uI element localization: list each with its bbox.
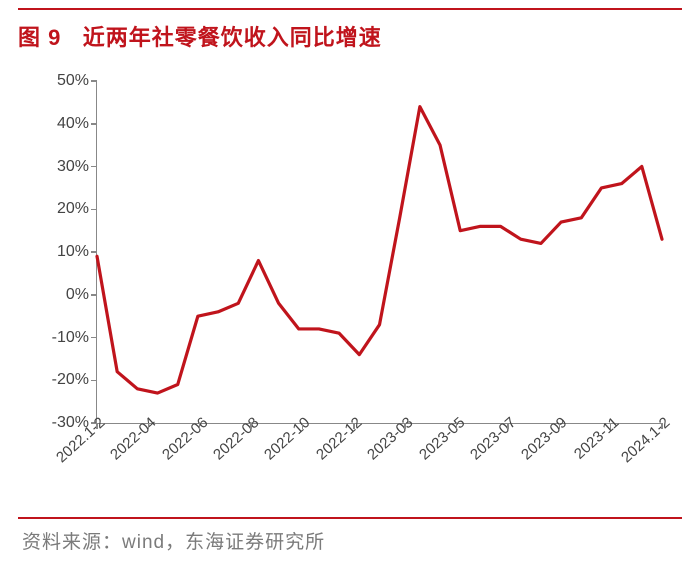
x-axis-tick-mark bbox=[302, 423, 304, 429]
x-axis-tick-mark bbox=[250, 423, 252, 429]
y-axis-tick-label: 50% bbox=[37, 72, 89, 90]
y-axis-tick-mark bbox=[91, 209, 97, 211]
y-axis-tick-label: -20% bbox=[37, 371, 89, 389]
y-axis-tick-label: 20% bbox=[37, 200, 89, 218]
x-axis-tick-mark bbox=[507, 423, 509, 429]
y-axis-tick-mark bbox=[91, 80, 97, 82]
y-axis-tick-label: 10% bbox=[37, 243, 89, 261]
y-axis-tick-mark bbox=[91, 380, 97, 382]
y-axis-tick-mark bbox=[91, 294, 97, 296]
line-series bbox=[97, 81, 662, 423]
y-axis-tick-mark bbox=[91, 337, 97, 339]
figure-caption: 近两年社零餐饮收入同比增速 bbox=[83, 25, 382, 50]
x-axis-tick-mark bbox=[610, 423, 612, 429]
data-line bbox=[97, 107, 662, 393]
source-text: 资料来源：wind，东海证券研究所 bbox=[22, 532, 325, 553]
y-axis-tick-label: 30% bbox=[37, 158, 89, 176]
y-axis-tick-mark bbox=[91, 166, 97, 168]
y-axis-tick-label: -10% bbox=[37, 329, 89, 347]
figure-footer: 资料来源：wind，东海证券研究所 bbox=[18, 517, 682, 558]
y-axis-tick-label: 0% bbox=[37, 286, 89, 304]
x-axis-tick-mark bbox=[199, 423, 201, 429]
x-axis-tick-mark bbox=[353, 423, 355, 429]
chart-region: -30%-20%-10%0%10%20%30%40%50%2022.1-2202… bbox=[18, 58, 682, 517]
x-axis-tick-mark bbox=[96, 423, 98, 429]
y-axis-tick-mark bbox=[91, 251, 97, 253]
x-axis-tick-mark bbox=[456, 423, 458, 429]
x-axis-tick-mark bbox=[404, 423, 406, 429]
figure-container: 图 9 近两年社零餐饮收入同比增速 -30%-20%-10%0%10%20%30… bbox=[0, 0, 700, 568]
y-axis-tick-mark bbox=[91, 123, 97, 125]
plot-area: -30%-20%-10%0%10%20%30%40%50%2022.1-2202… bbox=[96, 81, 662, 424]
chart-area: -30%-20%-10%0%10%20%30%40%50%2022.1-2202… bbox=[28, 76, 672, 509]
x-axis-tick-mark bbox=[661, 423, 663, 429]
figure-title: 图 9 近两年社零餐饮收入同比增速 bbox=[18, 25, 382, 50]
x-axis-tick-mark bbox=[148, 423, 150, 429]
figure-header: 图 9 近两年社零餐饮收入同比增速 bbox=[18, 8, 682, 58]
figure-number: 图 9 bbox=[18, 25, 61, 50]
y-axis-tick-label: 40% bbox=[37, 115, 89, 133]
x-axis-tick-mark bbox=[559, 423, 561, 429]
